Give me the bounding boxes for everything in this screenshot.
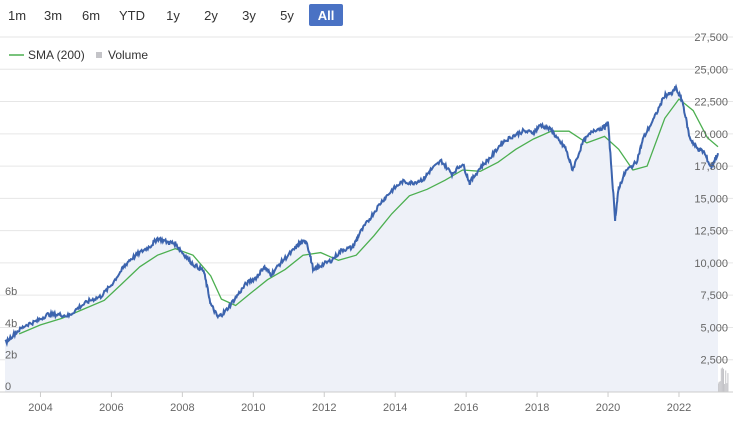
y-tick-label: 5,000 [700, 322, 728, 334]
sma-line [18, 98, 719, 335]
price-axis: 2,500 5,000 7,500 10,000 12,500 15,000 17,500 2… [694, 32, 728, 367]
volume-bar [718, 381, 720, 392]
legend-volume-marker [96, 52, 102, 58]
range-button-1y[interactable]: 1y [157, 4, 189, 26]
range-button-6m[interactable]: 6m [75, 4, 107, 26]
legend-sma-label[interactable]: SMA (200) [28, 48, 85, 62]
range-button-3m[interactable]: 3m [37, 4, 69, 26]
volume-tick-label: 6b [5, 286, 17, 298]
range-button-label: YTD [119, 8, 145, 23]
range-button-5y[interactable]: 5y [271, 4, 303, 26]
x-tick-label: 2010 [241, 402, 265, 414]
y-tick-label: 17,500 [694, 161, 728, 173]
volume-bar [717, 383, 719, 392]
range-button-all[interactable]: All [309, 4, 343, 26]
volume-bar [721, 367, 723, 392]
price-area [5, 86, 718, 392]
y-tick-label: 7,500 [700, 290, 728, 302]
range-button-label: All [318, 8, 335, 23]
volume-bar [720, 368, 722, 392]
volume-bar [727, 373, 729, 392]
x-tick-label: 2016 [454, 402, 478, 414]
volume-tick-label: 2b [5, 349, 17, 361]
range-button-label: 3m [44, 8, 62, 23]
y-tick-label: 22,500 [694, 97, 728, 109]
range-button-label: 1y [166, 8, 180, 23]
volume-tick-label: 0 [5, 381, 11, 393]
price-line [4, 83, 719, 348]
x-tick-label: 2014 [383, 402, 407, 414]
volume-tick-label: 4b [5, 318, 17, 330]
x-tick-label: 2022 [667, 402, 691, 414]
range-button-bg [309, 4, 343, 26]
x-tick-label: 2012 [312, 402, 336, 414]
y-tick-label: 27,500 [694, 32, 728, 44]
legend: SMA (200) Volume [9, 48, 148, 62]
y-tick-label: 15,000 [694, 193, 728, 205]
y-tick-label: 12,500 [694, 226, 728, 238]
volume-bar [725, 370, 727, 392]
y-tick-label: 20,000 [694, 129, 728, 141]
x-tick-label: 2018 [525, 402, 549, 414]
y-tick-label: 10,000 [694, 258, 728, 270]
x-tick-label: 2020 [596, 402, 620, 414]
y-tick-label: 25,000 [694, 64, 728, 76]
range-button-ytd[interactable]: YTD [113, 4, 151, 26]
y-tick-label: 2,500 [700, 355, 728, 367]
volume-axis: 0 2b 4b 6b [5, 286, 17, 393]
range-button-label: 1m [8, 8, 26, 23]
legend-volume-label[interactable]: Volume [108, 48, 148, 62]
range-button-label: 2y [204, 8, 218, 23]
volume-bar [723, 368, 725, 392]
range-selector: 1m 3m 6m YTD 1y 2y 3y 5y All [3, 4, 343, 26]
x-tick-label: 2006 [99, 402, 123, 414]
range-button-label: 6m [82, 8, 100, 23]
range-button-label: 3y [242, 8, 256, 23]
range-button-3y[interactable]: 3y [233, 4, 265, 26]
range-button-label: 5y [280, 8, 294, 23]
volume-bar [719, 381, 721, 392]
range-button-1m[interactable]: 1m [3, 4, 31, 26]
x-tick-label: 2008 [170, 402, 194, 414]
x-axis: 2004 2006 2008 2010 2012 2014 2016 2018 2020 2022 [28, 392, 691, 414]
volume-bar [726, 383, 728, 392]
volume-bar [724, 383, 726, 392]
x-tick-label: 2004 [28, 402, 52, 414]
range-button-2y[interactable]: 2y [195, 4, 227, 26]
